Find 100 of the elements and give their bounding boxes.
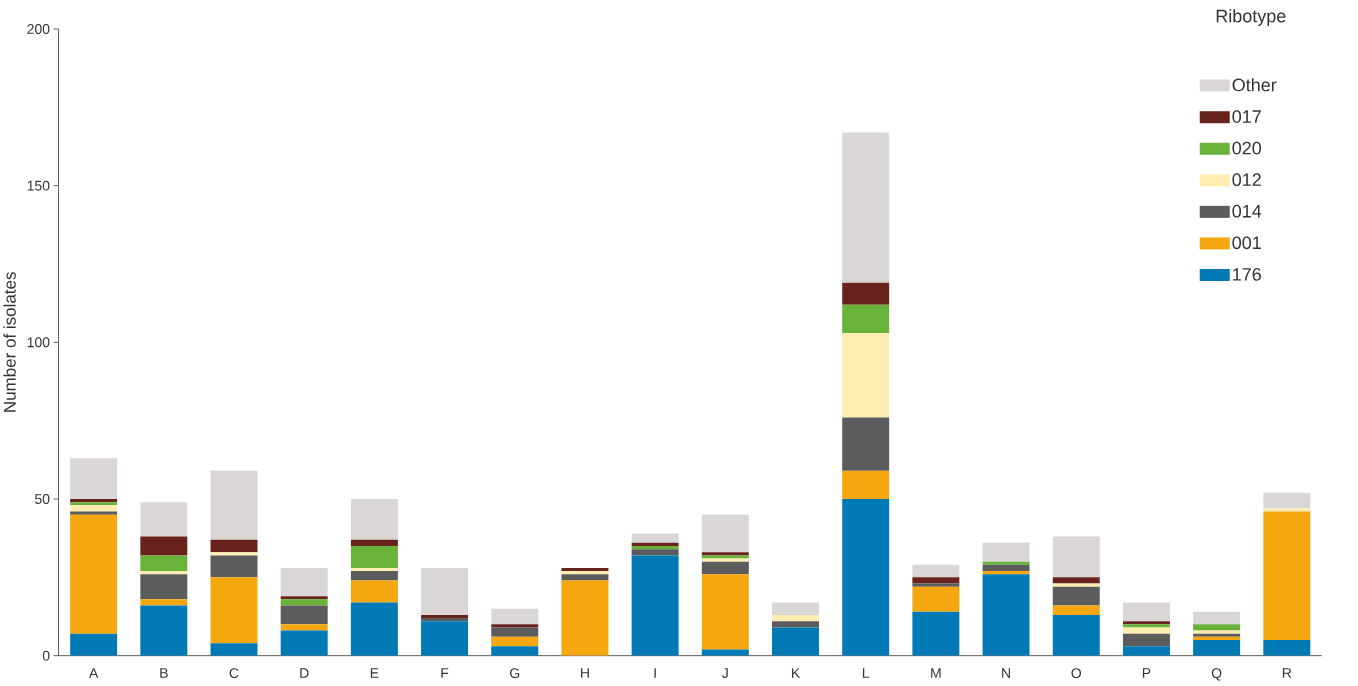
bar bbox=[70, 458, 118, 500]
x-tick-label: J bbox=[722, 668, 728, 679]
bar bbox=[842, 499, 890, 656]
bar bbox=[842, 333, 890, 418]
bar bbox=[140, 536, 188, 556]
bar bbox=[772, 602, 819, 616]
bar bbox=[70, 514, 118, 634]
bar bbox=[280, 599, 328, 606]
legend-label: 176 bbox=[1233, 268, 1261, 281]
x-tick-label: H bbox=[581, 668, 589, 678]
bar bbox=[421, 621, 469, 656]
bar bbox=[701, 561, 749, 575]
bar bbox=[280, 630, 328, 656]
bar bbox=[842, 417, 890, 471]
bar bbox=[772, 627, 819, 656]
bar bbox=[842, 132, 890, 283]
bar bbox=[912, 577, 960, 584]
bar bbox=[350, 580, 398, 603]
x-tick-label: M bbox=[931, 668, 941, 678]
bar bbox=[1122, 633, 1170, 647]
bar bbox=[1052, 615, 1100, 656]
x-tick-label: F bbox=[441, 668, 449, 678]
bar bbox=[350, 539, 398, 547]
bar bbox=[1263, 492, 1311, 509]
y-axis-title: Number of isolates bbox=[3, 272, 16, 412]
bar bbox=[1052, 536, 1100, 578]
bar bbox=[1193, 611, 1241, 625]
bar bbox=[1122, 646, 1170, 656]
bar bbox=[1122, 627, 1170, 634]
legend-label: 012 bbox=[1232, 173, 1261, 187]
bar bbox=[210, 539, 258, 553]
bar bbox=[1193, 640, 1241, 656]
bar bbox=[561, 574, 609, 581]
bar bbox=[350, 499, 398, 540]
bar bbox=[1193, 624, 1241, 631]
bar bbox=[842, 304, 890, 334]
bar bbox=[140, 605, 188, 656]
bar bbox=[982, 561, 1030, 565]
bar bbox=[842, 470, 890, 500]
x-tick-label: L bbox=[862, 668, 870, 678]
bar bbox=[1193, 630, 1241, 634]
x-tick-label: A bbox=[89, 668, 99, 678]
bar bbox=[912, 611, 960, 656]
bar bbox=[280, 624, 328, 631]
bar bbox=[842, 282, 890, 305]
bar bbox=[210, 555, 258, 578]
bar bbox=[210, 643, 258, 656]
bar bbox=[701, 574, 749, 650]
legend-title: Ribotype bbox=[1216, 9, 1286, 27]
bar bbox=[210, 552, 258, 556]
bar bbox=[1263, 511, 1311, 641]
legend-label: 020 bbox=[1232, 141, 1262, 155]
bar bbox=[1052, 577, 1100, 584]
bar bbox=[631, 533, 679, 544]
bar bbox=[140, 502, 188, 537]
x-tick-label: I bbox=[654, 668, 656, 678]
bar bbox=[280, 568, 328, 597]
bar bbox=[1122, 602, 1170, 622]
bar bbox=[982, 571, 1030, 575]
bar bbox=[912, 586, 960, 612]
bar bbox=[1193, 633, 1241, 638]
bar bbox=[631, 549, 679, 556]
bar bbox=[491, 608, 539, 625]
bar bbox=[491, 627, 539, 638]
bar bbox=[280, 596, 328, 600]
y-tick-label: 150 bbox=[27, 180, 50, 191]
bar bbox=[210, 577, 258, 644]
x-tick-label: R bbox=[1282, 668, 1292, 678]
bar bbox=[70, 505, 118, 512]
bar bbox=[491, 637, 539, 647]
y-tick-label: 0 bbox=[42, 650, 50, 661]
bar bbox=[280, 605, 328, 625]
y-tick-label: 50 bbox=[35, 494, 50, 505]
bar bbox=[491, 624, 539, 628]
bar bbox=[701, 514, 749, 553]
bar bbox=[421, 568, 469, 616]
x-tick-label: B bbox=[160, 668, 168, 678]
bar bbox=[350, 602, 398, 656]
x-tick-label: P bbox=[1142, 668, 1151, 678]
x-tick-label: K bbox=[791, 668, 801, 678]
x-tick-label: C bbox=[229, 668, 239, 679]
y-tick-label: 100 bbox=[27, 337, 50, 348]
bar bbox=[1263, 508, 1311, 512]
x-tick-label: E bbox=[370, 668, 379, 678]
x-tick-label: N bbox=[1002, 668, 1010, 678]
x-tick-label: O bbox=[1071, 668, 1082, 679]
x-tick-label: G bbox=[510, 668, 520, 679]
bar bbox=[70, 511, 118, 515]
legend-label: Other bbox=[1232, 78, 1277, 92]
legend-label: 014 bbox=[1232, 205, 1262, 218]
bar bbox=[350, 546, 398, 569]
bar bbox=[772, 615, 819, 622]
bar bbox=[1052, 583, 1100, 587]
bar bbox=[1263, 640, 1311, 656]
bar bbox=[1052, 605, 1100, 616]
bar bbox=[70, 633, 118, 656]
bar bbox=[140, 574, 188, 600]
bar bbox=[1052, 586, 1100, 606]
x-tick-label: D bbox=[300, 668, 309, 678]
bar bbox=[491, 646, 539, 656]
